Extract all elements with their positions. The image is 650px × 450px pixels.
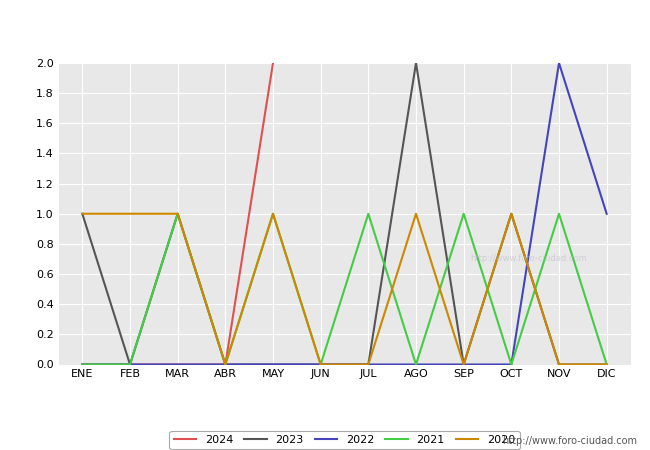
Text: Matriculaciones de Vehiculos en Viladasens: Matriculaciones de Vehiculos en Viladase… [145, 16, 505, 34]
Legend: 2024, 2023, 2022, 2021, 2020: 2024, 2023, 2022, 2021, 2020 [169, 431, 520, 450]
Text: http://www.foro-ciudad.com: http://www.foro-ciudad.com [502, 436, 637, 446]
Text: http://www.foro-ciudad.com: http://www.foro-ciudad.com [471, 254, 587, 263]
